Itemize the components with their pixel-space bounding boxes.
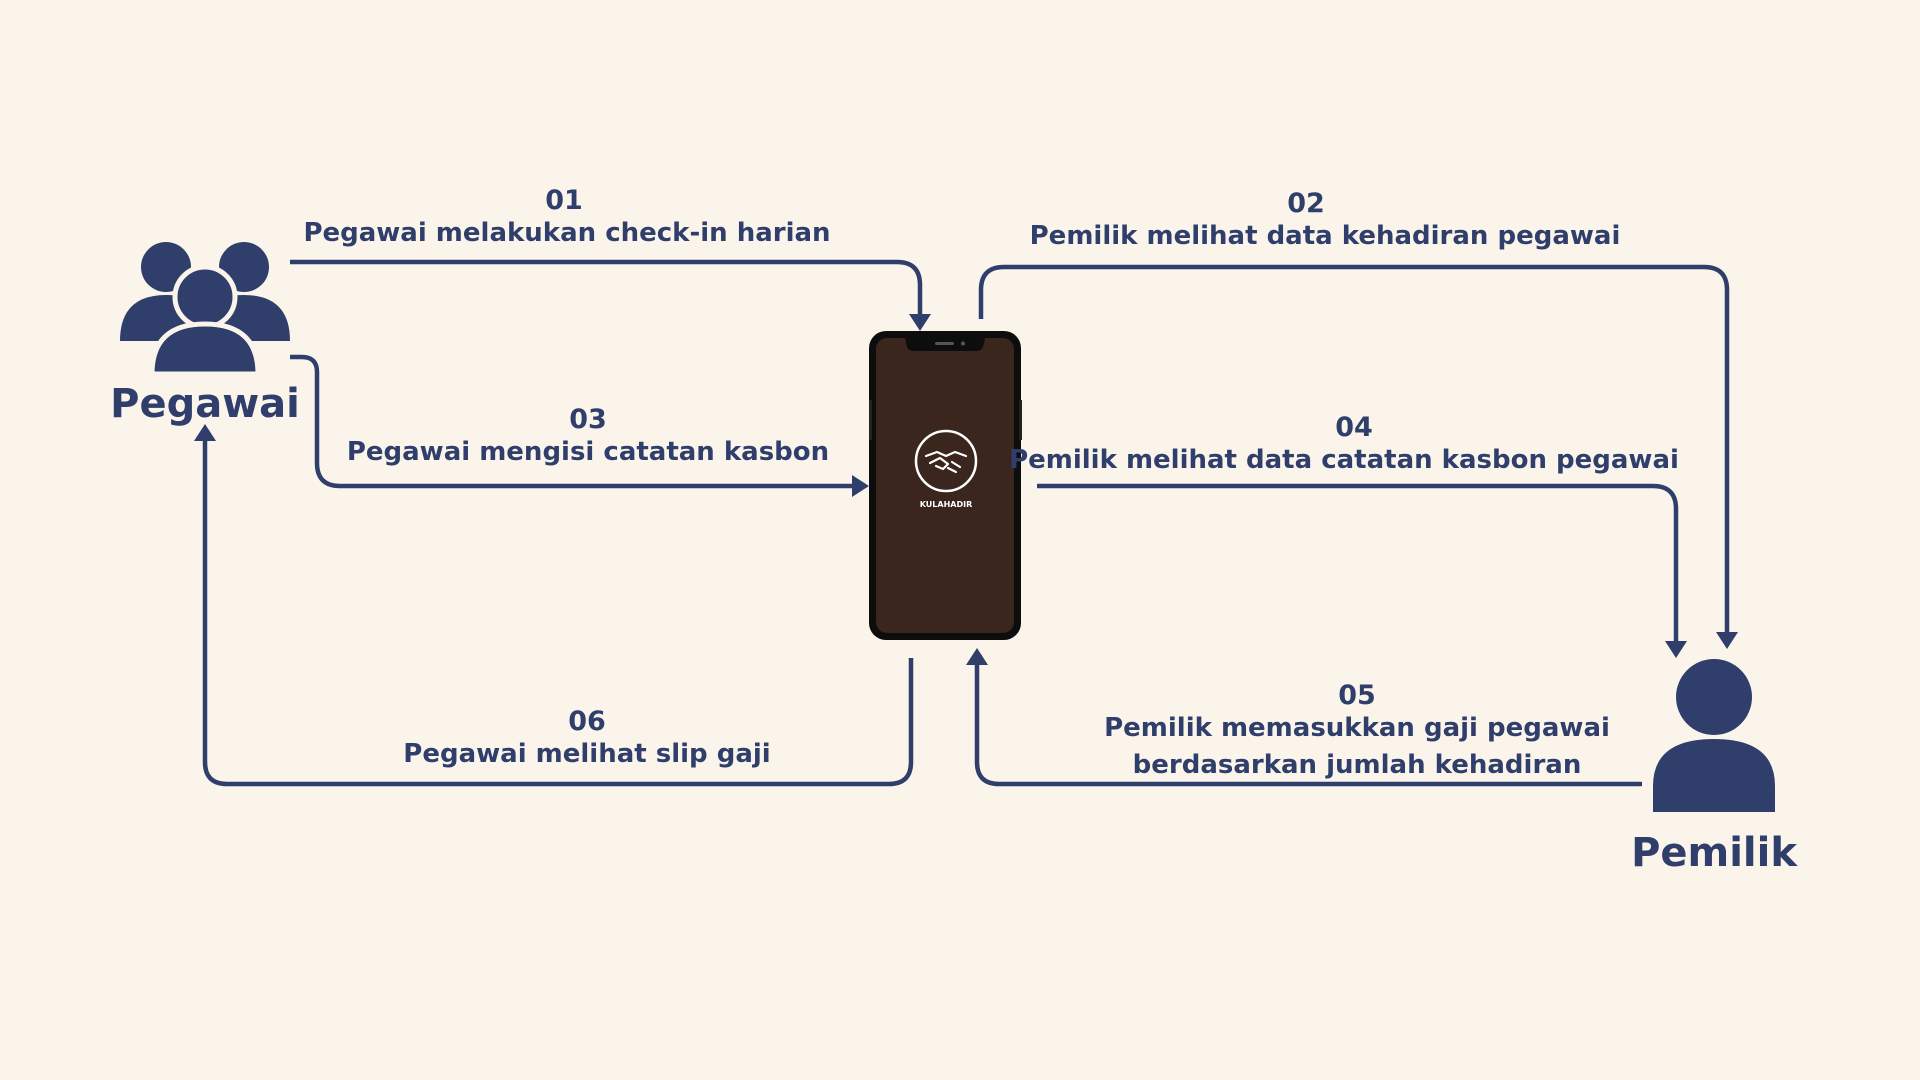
step-text: berdasarkan jumlah kehadiran	[1133, 750, 1582, 780]
arrow-step-05	[966, 648, 1642, 787]
arrow-step-04	[1037, 483, 1687, 658]
step-06: 06 Pegawai melihat slip gaji	[403, 706, 770, 769]
employee-label: Pegawai	[110, 381, 300, 427]
handshake-icon	[914, 429, 978, 493]
step-number: 02	[1287, 188, 1325, 219]
step-text: Pegawai melakukan check-in harian	[303, 218, 830, 248]
step-text: Pegawai mengisi catatan kasbon	[347, 437, 829, 467]
app-name: KULAHADIR	[920, 500, 973, 509]
step-text: Pemilik memasukkan gaji pegawai	[1104, 713, 1610, 743]
step-number: 04	[1335, 412, 1373, 443]
owner-label: Pemilik	[1631, 830, 1798, 876]
step-number: 06	[568, 706, 606, 737]
user-icon	[1653, 659, 1775, 812]
step-text: Pemilik melihat data catatan kasbon pega…	[1009, 445, 1679, 475]
step-number: 05	[1338, 680, 1376, 711]
step-number: 01	[545, 185, 583, 216]
step-03: 03 Pegawai mengisi catatan kasbon	[347, 404, 829, 467]
arrow-step-06	[194, 424, 914, 787]
step-text: Pemilik melihat data kehadiran pegawai	[1030, 221, 1621, 251]
step-number: 03	[569, 404, 607, 435]
arrow-step-02	[978, 264, 1738, 649]
arrow-step-03	[290, 354, 869, 497]
step-01: 01 Pegawai melakukan check-in harian	[303, 185, 830, 248]
users-group-icon	[120, 242, 290, 377]
arrow-step-01	[290, 259, 931, 331]
step-05: 05 Pemilik memasukkan gaji pegawai berda…	[1104, 680, 1610, 780]
step-text: Pegawai melihat slip gaji	[403, 739, 770, 769]
phone: KULAHADIR	[869, 331, 1022, 640]
step-04: 04 Pemilik melihat data catatan kasbon p…	[1009, 412, 1679, 475]
step-02: 02 Pemilik melihat data kehadiran pegawa…	[1030, 188, 1621, 251]
